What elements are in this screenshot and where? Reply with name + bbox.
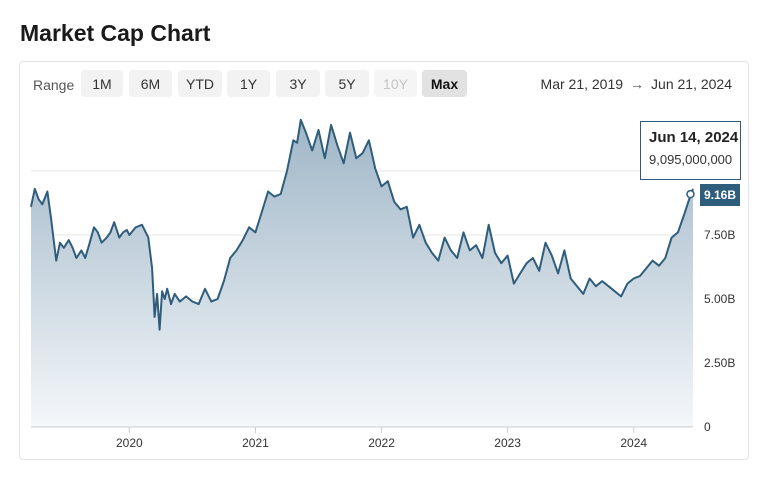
market-cap-chart[interactable]: 0 2.50B 5.00B 7.50B 2020 2021 2022 2023 2024 [20,62,748,459]
range-button-1y[interactable]: 1Y [227,70,270,97]
market-cap-line [30,118,694,331]
range-button-10y: 10Y [374,70,417,97]
range-label: Range [33,77,75,93]
range-button-6m[interactable]: 6M [129,70,172,97]
range-button-ytd[interactable]: YTD [178,70,222,97]
date-range-arrow-icon: → [630,76,645,92]
range-button-3y[interactable]: 3Y [276,70,320,97]
tooltip-value: 9,095,000,000 [649,152,733,167]
tooltip-date: Jun 14, 2024 [649,129,739,146]
hover-tooltip: Jun 14, 2024 9,095,000,000 [640,121,741,180]
y-tick-label: 2.50B [704,356,735,370]
range-button-1m[interactable]: 1M [81,70,123,97]
x-tick-label: 2022 [368,436,395,450]
last-value-badge: 9.16B [700,184,740,206]
date-range-start[interactable]: Mar 21, 2019 [540,76,624,92]
page-title: Market Cap Chart [20,20,211,46]
x-tick-label: 2020 [116,436,143,450]
y-tick-label: 5.00B [704,292,735,306]
hover-marker [686,189,695,199]
date-range-end[interactable]: Jun 21, 2024 [651,76,732,92]
x-tick-label: 2024 [620,436,647,450]
chart-panel: Range 1M 6M YTD 1Y 3Y 5Y 10Y Max Mar 21,… [19,61,749,460]
range-button-5y[interactable]: 5Y [325,70,369,97]
y-tick-label: 7.50B [704,228,735,242]
y-tick-label: 0 [704,420,711,434]
market-cap-area [31,119,693,428]
range-button-max[interactable]: Max [422,70,467,97]
date-range: Mar 21, 2019 → Jun 21, 2024 [541,76,732,92]
x-tick-label: 2021 [242,436,269,450]
x-tick-label: 2023 [494,436,521,450]
